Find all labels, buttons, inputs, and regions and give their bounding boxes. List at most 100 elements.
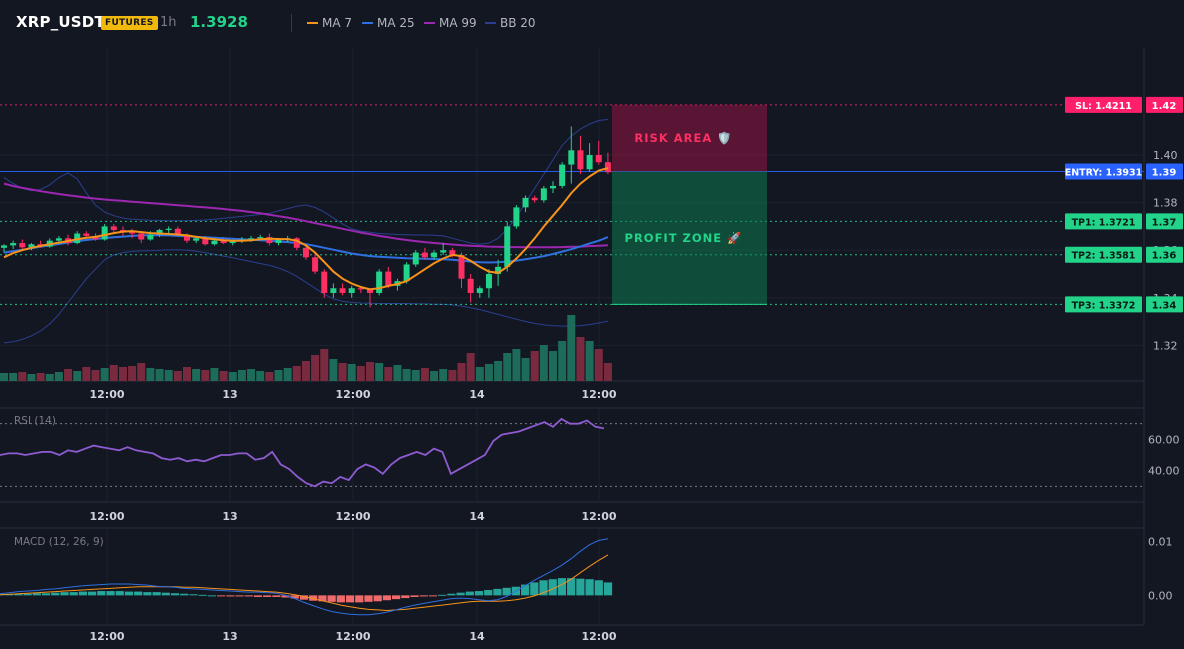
macd-histogram-bar [438,594,447,596]
legend-ma25[interactable]: MA 25 [362,16,415,30]
candle-body [495,266,502,274]
risk-zone-label: RISK AREA 🛡️ [634,131,732,145]
volume-bar [237,370,246,381]
volume-bar [0,373,8,381]
volume-bar [393,365,402,381]
volume-bar [109,365,118,381]
interval-selector[interactable]: 1h [160,15,177,30]
macd-histogram-bar [78,591,88,596]
level-label: SL: 1.4211 [1075,101,1132,112]
time-axis-tick: 14 [469,630,485,643]
legend-bb20-label: BB 20 [500,16,536,30]
volume-bar [54,372,63,381]
volume-bar [164,370,173,381]
level-label: ENTRY: 1.3931 [1065,167,1143,178]
candle-body [449,250,456,255]
candle-body [55,238,62,241]
legend-ma7[interactable]: MA 7 [307,16,352,30]
rsi-axis-tick: 40.00 [1148,465,1180,478]
level-label-bg [1065,163,1142,180]
macd-histogram-bar [585,579,594,596]
volume-bar [430,371,439,381]
volume-bar [256,371,265,381]
macd-histogram-bar [124,591,134,596]
candle-body [604,162,611,173]
macd-histogram-bar [23,593,32,596]
macd-histogram-bar [447,593,456,596]
macd-histogram-bar [382,595,392,601]
time-axis-tick: 12:00 [335,388,370,401]
volume-bar [118,367,127,381]
candle-body [357,288,364,290]
candle-body [193,238,200,241]
level-label: TP3: 1.3372 [1072,300,1136,311]
volume-bar [411,370,420,381]
volume-bar [146,368,155,381]
header-divider [291,14,292,32]
macd-histogram-bar [493,588,502,596]
time-axis-tick: 12:00 [335,510,370,523]
volume-bar [283,368,292,381]
candle-body [1,245,7,248]
volume-bar [549,351,557,381]
volume-bar [347,364,356,381]
candle-body [550,185,556,189]
volume-bar [475,367,484,381]
macd-histogram-bar [51,592,60,596]
symbol-name[interactable]: XRP_USDT [16,13,105,31]
candle-body [147,234,154,240]
volume-bar [338,363,347,381]
candle-body [83,233,90,236]
ma7-line [3,167,609,291]
legend-ma99[interactable]: MA 99 [424,16,477,30]
candle-body [202,238,209,245]
time-axis-tick: 12:00 [581,510,616,523]
time-axis-tick: 12:00 [581,388,616,401]
candle-body [101,226,108,240]
macd-axis-tick: 0.01 [1148,535,1173,548]
volume-bar [512,349,521,381]
macd-histogram-bar [299,595,309,600]
time-axis-tick: 13 [222,510,237,523]
macd-title: MACD (12, 26, 9) [14,536,104,548]
futures-badge: FUTURES [101,16,158,30]
legend-ma7-label: MA 7 [322,16,353,30]
level-axis-bg [1146,246,1183,263]
level-axis-bg [1146,213,1183,230]
legend-bb20[interactable]: BB 20 [485,16,536,30]
macd-histogram-bar [327,595,336,602]
volume-bar [219,371,228,381]
level-label-bg [1065,246,1142,263]
candle-body [540,188,547,201]
macd-line [0,538,609,616]
candle-body [275,239,282,244]
ma25-swatch [362,21,373,24]
candle-body [174,228,181,235]
volume-bar [530,351,539,381]
volume-bar [155,369,164,381]
chart-header: XRP_USDT FUTURES 1h 1.3928 MA 7 MA 25 MA… [0,0,1184,48]
candle-body [248,238,255,240]
macd-histogram-bar [428,595,438,597]
rsi-line [0,417,605,488]
macd-histogram-bar [226,595,235,597]
macd-histogram-bar [603,582,613,596]
macd-histogram-bar [152,592,161,596]
volume-bar [100,368,109,381]
candle-body [577,150,584,170]
macd-histogram-bar [373,595,382,602]
macd-histogram-bar [419,595,428,597]
volume-bar [521,358,530,381]
candle-body [376,271,383,293]
level-axis-bg [1146,163,1183,180]
macd-histogram-bar [355,595,364,603]
volume-bar [27,374,36,381]
macd-histogram-bar [134,591,143,596]
volume-bar [457,363,466,381]
candle-body [339,288,346,293]
volume-bar [576,337,585,381]
macd-histogram-bar [170,593,180,596]
level-axis-label: 1.34 [1152,300,1177,311]
volume-bar [292,366,301,381]
